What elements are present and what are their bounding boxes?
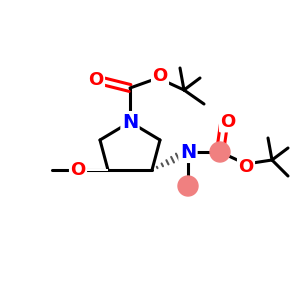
Polygon shape	[78, 169, 108, 170]
Circle shape	[178, 176, 198, 196]
Text: N: N	[122, 112, 138, 131]
Text: O: O	[152, 67, 168, 85]
Text: N: N	[180, 142, 196, 161]
Text: O: O	[88, 71, 104, 89]
Circle shape	[210, 142, 230, 162]
Text: O: O	[70, 161, 86, 179]
Text: O: O	[238, 158, 253, 176]
Text: O: O	[220, 113, 236, 131]
